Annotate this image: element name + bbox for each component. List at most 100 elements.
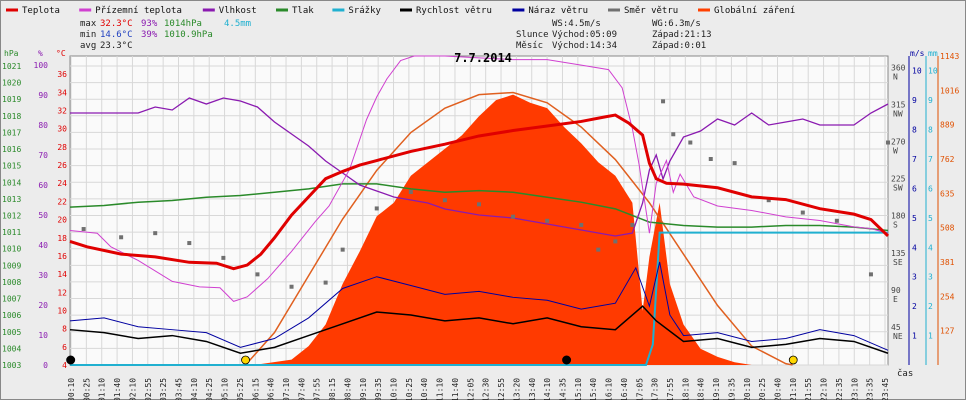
series-ground-temp-line bbox=[69, 55, 889, 302]
stats-block: max 32.3°C 93% 1014hPa 4.5mm min 14.6°C … bbox=[80, 19, 251, 51]
hpa-tick-9: 1012 bbox=[2, 211, 21, 220]
ms-tick-9: 10 bbox=[912, 67, 922, 76]
hpa-tick-10: 1013 bbox=[2, 195, 21, 204]
celsius-tick-6: 16 bbox=[57, 252, 67, 261]
x-tick-42: 19:10 bbox=[712, 378, 721, 400]
series-dir-point-28 bbox=[886, 140, 890, 145]
x-tick-36: 16:40 bbox=[620, 378, 629, 400]
x-tick-20: 09:35 bbox=[374, 378, 383, 400]
celsius-tick-12: 28 bbox=[57, 143, 67, 152]
hpa-axis-label: hPa bbox=[4, 49, 19, 58]
x-axis-label: čas bbox=[897, 368, 913, 379]
wm2-tick-7: 1016 bbox=[940, 86, 959, 95]
celsius-tick-3: 10 bbox=[57, 306, 67, 315]
series-dir-point-9 bbox=[374, 206, 379, 211]
dir-tick-name-5: W bbox=[893, 147, 898, 156]
hpa-tick-17: 1020 bbox=[2, 79, 21, 88]
x-tick-28: 12:55 bbox=[497, 378, 506, 400]
moon-set: Západ:0:01 bbox=[652, 41, 706, 51]
series-dir-point-12 bbox=[477, 202, 481, 207]
ms-tick-7: 8 bbox=[912, 126, 917, 135]
mm-axis-label: mm bbox=[928, 49, 938, 58]
x-tick-48: 21:55 bbox=[804, 378, 813, 400]
series-dir-point-19 bbox=[661, 99, 666, 104]
series-dir-point-24 bbox=[766, 198, 771, 203]
hpa-tick-16: 1019 bbox=[2, 95, 21, 104]
stats-avg-temp: 23.3°C bbox=[100, 41, 133, 51]
celsius-tick-1: 6 bbox=[62, 343, 67, 352]
series-dir-point-6 bbox=[289, 284, 294, 289]
series-dir-point-11 bbox=[442, 198, 447, 203]
series-dir-point-23 bbox=[732, 161, 737, 166]
x-tick-3: 01:40 bbox=[113, 378, 122, 400]
x-tick-32: 14:35 bbox=[558, 378, 567, 400]
x-tick-30: 13:40 bbox=[528, 378, 537, 400]
ms-tick-2: 3 bbox=[912, 273, 917, 282]
dir-tick-deg-7: 360 bbox=[891, 63, 906, 72]
stats-max-temp: 32.3°C bbox=[100, 19, 133, 29]
series-temperature-line bbox=[69, 113, 890, 271]
series-solar-area bbox=[254, 94, 752, 366]
series-dir-point-3 bbox=[187, 241, 192, 246]
legend: Teplota Přízemní teplota Vlhkost Tlak Srážky… bbox=[6, 6, 795, 16]
hpa-tick-1: 1004 bbox=[2, 344, 21, 353]
mm-tick-6: 7 bbox=[928, 155, 933, 164]
series-dir-point-26 bbox=[834, 218, 839, 223]
astro-block: WS:4.5m/s WG:6.3m/s Slunce Východ:05:09 … bbox=[516, 19, 712, 51]
stats-max-label: max bbox=[80, 19, 97, 29]
legend-label-5: Rychlost větru bbox=[416, 6, 492, 16]
x-tick-44: 20:10 bbox=[743, 378, 752, 400]
x-tick-51: 23:10 bbox=[850, 378, 859, 400]
hpa-tick-6: 1009 bbox=[2, 261, 21, 270]
mm-tick-4: 5 bbox=[928, 214, 933, 223]
dir-tick-deg-6: 315 bbox=[891, 100, 906, 109]
dir-tick-name-3: S bbox=[893, 221, 898, 230]
dir-tick-name-6: NW bbox=[893, 109, 903, 118]
percent-tick-6: 60 bbox=[38, 181, 48, 190]
series-layer bbox=[69, 55, 890, 366]
hpa-tick-0: 1003 bbox=[2, 361, 21, 370]
celsius-tick-8: 20 bbox=[57, 216, 67, 225]
x-tick-22: 10:25 bbox=[405, 378, 414, 400]
x-tick-14: 07:10 bbox=[282, 378, 291, 400]
series-dir-point-18 bbox=[630, 222, 635, 227]
dir-tick-name-7: N bbox=[893, 72, 898, 81]
hpa-tick-11: 1014 bbox=[2, 178, 21, 187]
x-tick-49: 22:10 bbox=[820, 378, 829, 400]
x-tick-0: 00:10 bbox=[67, 378, 76, 400]
series-pressure-line bbox=[69, 183, 889, 232]
x-tick-37: 17:05 bbox=[635, 378, 644, 400]
series-dir-point-7 bbox=[323, 280, 328, 285]
percent-tick-9: 90 bbox=[38, 91, 48, 100]
x-tick-19: 09:10 bbox=[359, 378, 368, 400]
x-tick-41: 18:40 bbox=[697, 378, 706, 400]
series-dir-point-1 bbox=[119, 235, 124, 240]
mm-tick-7: 8 bbox=[928, 126, 933, 135]
x-tick-6: 03:25 bbox=[159, 378, 168, 400]
x-tick-12: 06:15 bbox=[251, 378, 260, 400]
mm-tick-9: 10 bbox=[928, 67, 938, 76]
ms-tick-8: 9 bbox=[912, 96, 917, 105]
series-dir-point-22 bbox=[708, 157, 713, 161]
chart-title: 7.7.2014 bbox=[454, 51, 512, 65]
wm2-tick-8: 1143 bbox=[940, 52, 959, 61]
marker-sunrise bbox=[241, 355, 250, 365]
series-dir-point-25 bbox=[800, 210, 805, 215]
wm2-tick-6: 889 bbox=[940, 121, 955, 130]
x-tick-29: 13:20 bbox=[512, 378, 521, 400]
celsius-tick-10: 24 bbox=[57, 179, 67, 188]
legend-label-8: Globální záření bbox=[714, 6, 795, 16]
dir-tick-deg-5: 270 bbox=[891, 138, 906, 147]
marker-moonrise bbox=[562, 355, 572, 365]
series-gust-line bbox=[69, 261, 889, 351]
stats-max-hum: 93% bbox=[141, 19, 158, 29]
celsius-tick-0: 4 bbox=[62, 361, 67, 370]
x-tick-27: 12:30 bbox=[482, 378, 491, 400]
percent-tick-10: 100 bbox=[34, 61, 49, 70]
sun-set: Západ:21:13 bbox=[652, 30, 712, 40]
percent-axis-label: % bbox=[38, 49, 43, 58]
x-tick-43: 19:35 bbox=[727, 378, 736, 400]
series-dir-point-15 bbox=[579, 222, 584, 227]
